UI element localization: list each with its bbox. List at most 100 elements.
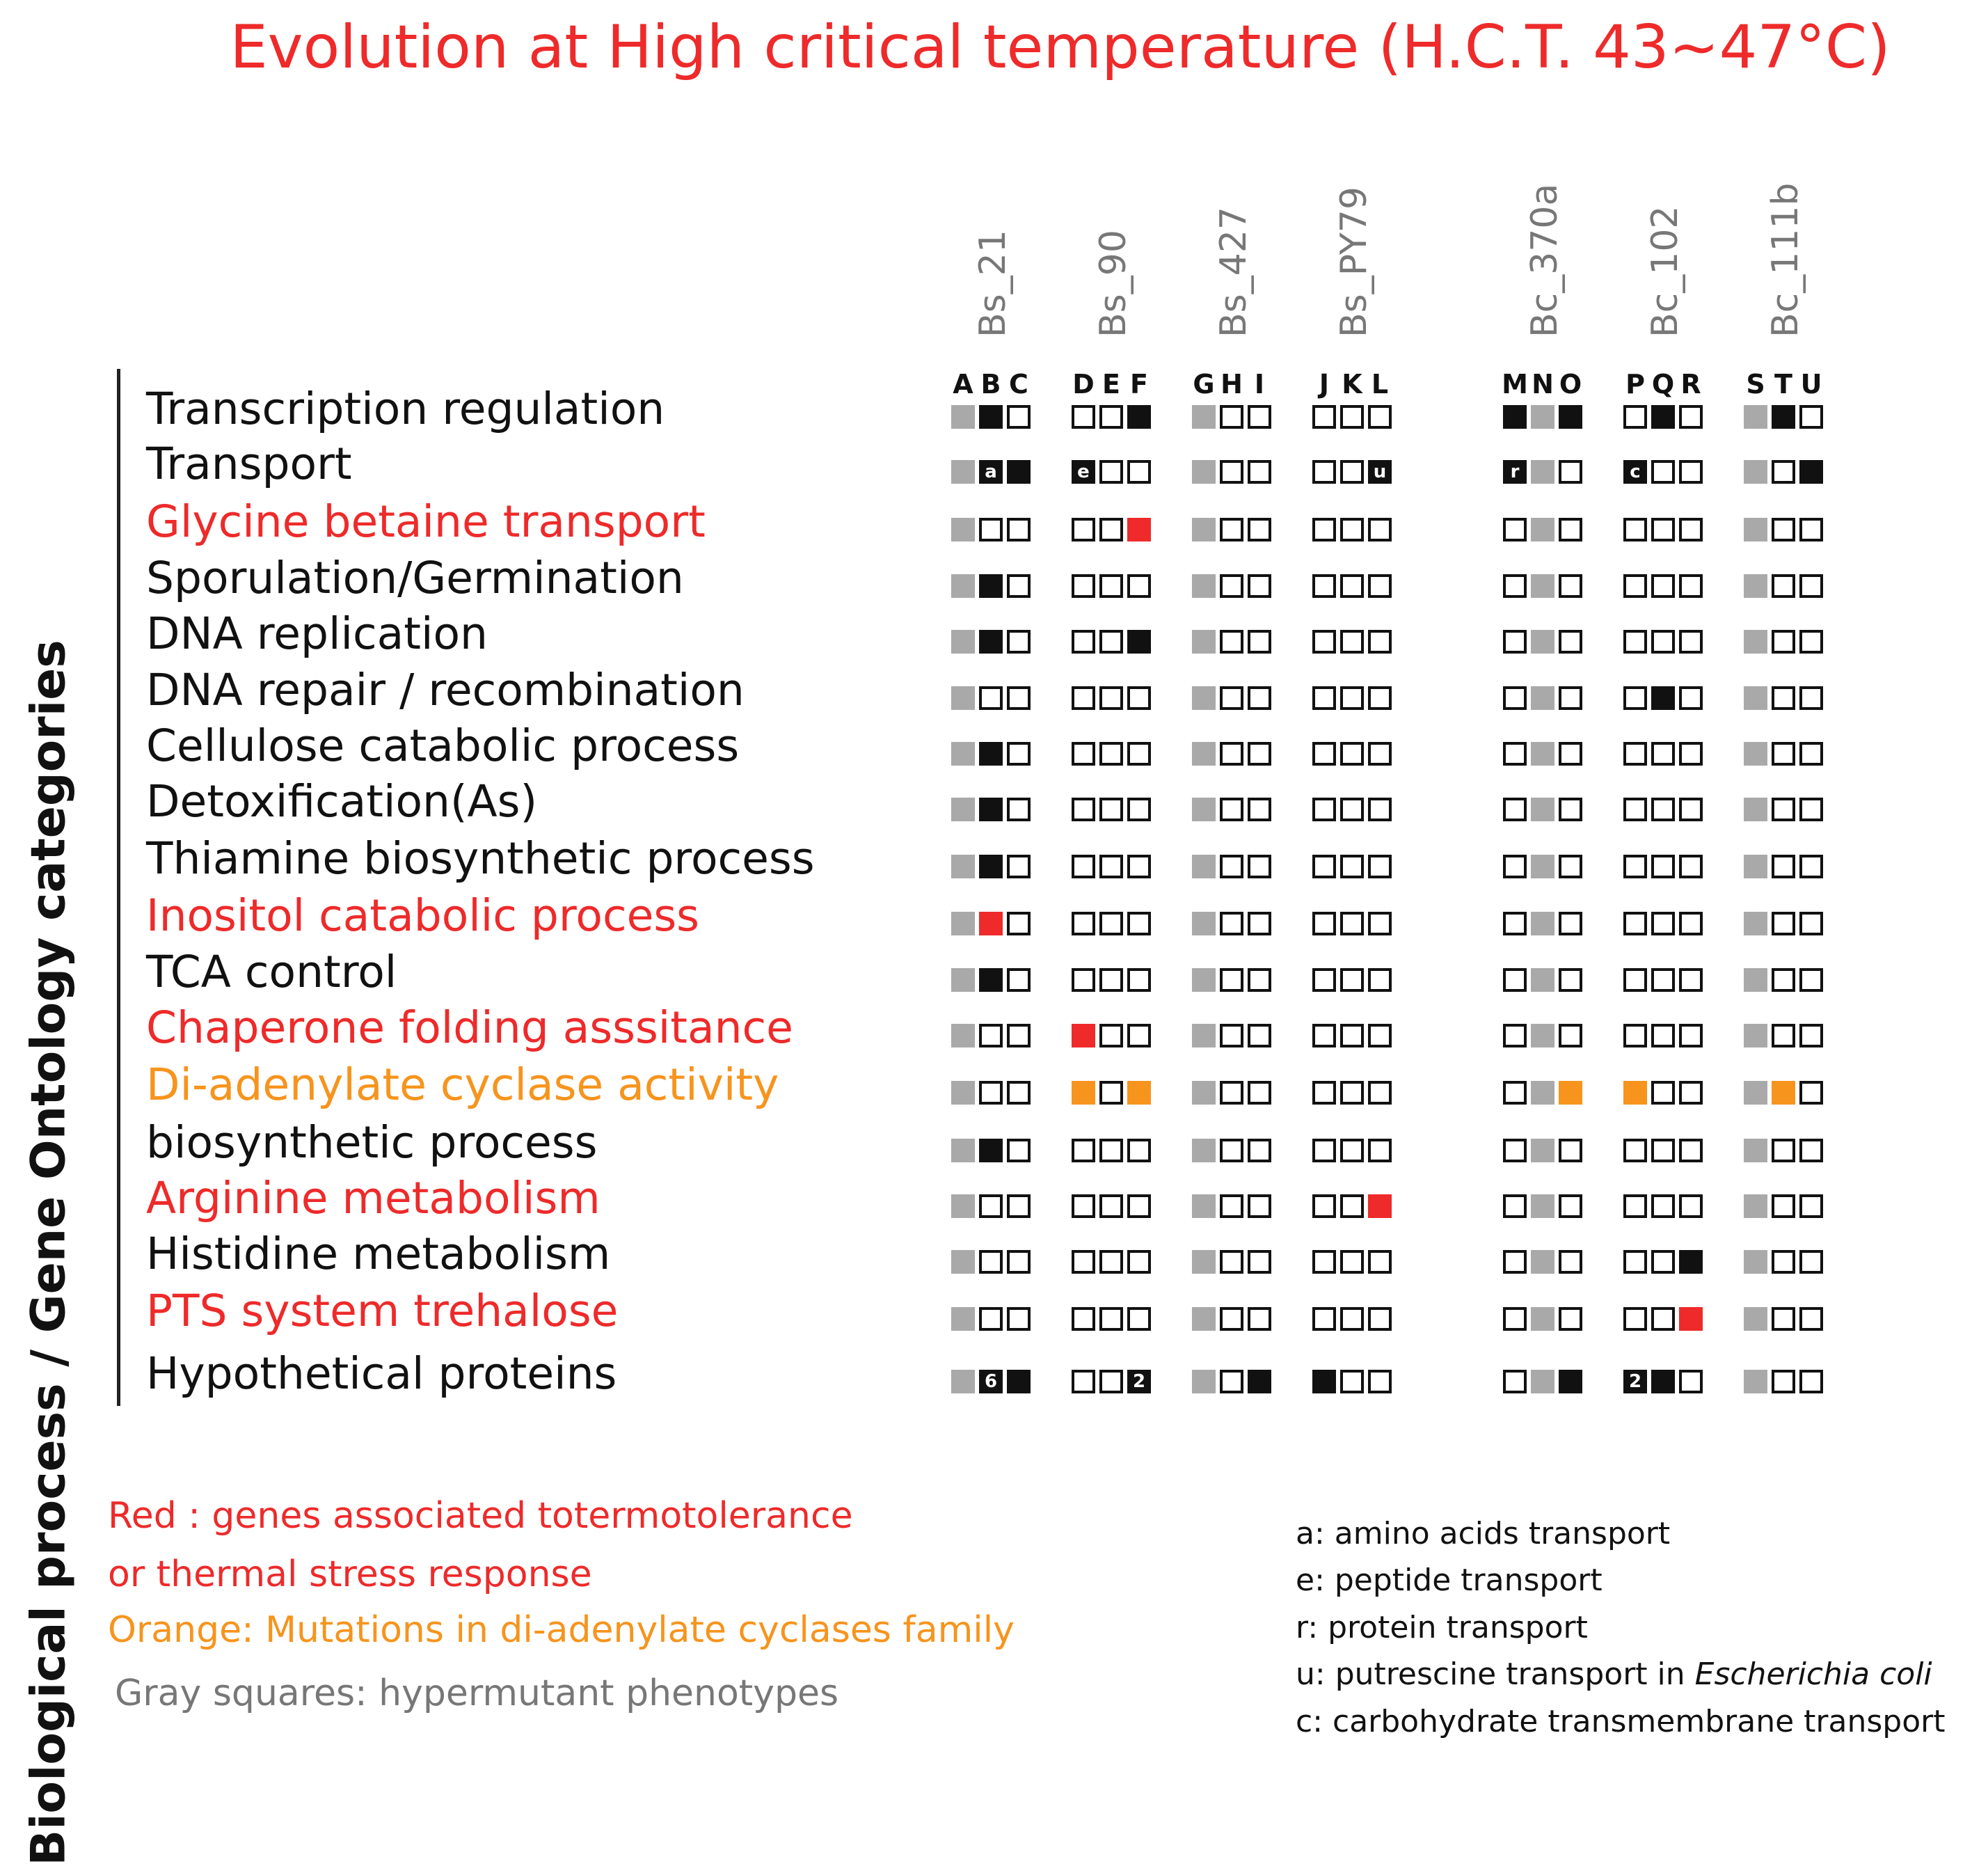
mutation-cell [1220,1139,1243,1162]
mutation-cell [1368,518,1392,541]
mutation-cell [1559,630,1582,654]
mutation-cell [979,1024,1003,1047]
category-label: Detoxification(As) [146,776,538,827]
mutation-cell [1799,1250,1823,1274]
note-text: u: putrescine transport in [1296,1657,1695,1692]
mutation-cell [1072,798,1095,821]
mutation-cell [1623,968,1647,992]
mutation-cell [1651,742,1675,766]
mutation-cell [1099,855,1123,878]
mutation-cell [1127,798,1151,821]
mutation-cell [1127,912,1151,935]
mutation-cell [1127,1139,1151,1162]
mutation-cell [1799,518,1823,541]
mutation-cell [1772,630,1795,654]
strain-label: Bc_370a [1524,183,1566,338]
mutation-cell [1799,912,1823,935]
mutation-cell [1312,742,1336,766]
category-label: Glycine betaine transport [146,496,706,547]
mutation-cell [1744,1307,1767,1331]
mutation-cell [1072,1081,1095,1105]
mutation-cell [1248,1250,1271,1274]
mutation-cell [1368,1307,1392,1331]
mutation-cell [1312,1370,1336,1393]
category-label: Sporulation/Germination [146,553,684,603]
mutation-cell [1799,798,1823,821]
category-label: Chaperone folding asssitance [146,1002,793,1053]
mutation-cell [1503,1024,1527,1047]
mutation-cell [1368,1250,1392,1274]
note-text: r: protein transport [1296,1610,1588,1645]
mutation-cell [1312,518,1336,541]
category-label: TCA control [146,947,397,997]
mutation-cell [1503,1139,1527,1162]
mutation-cell [1651,686,1675,710]
mutation-cell [951,686,975,710]
mutation-cell [1340,912,1364,935]
mutation-cell [1312,405,1336,429]
mutation-cell [1651,630,1675,654]
mutation-cell [1772,1307,1795,1331]
mutation-cell [1312,855,1336,878]
mutation-cell [1220,742,1243,766]
mutation-cell [1799,686,1823,710]
mutation-cell [1744,1250,1767,1274]
mutation-cell [1220,574,1243,598]
mutation-cell [1072,1139,1095,1162]
mutation-cell [951,630,975,654]
sample-letter: K [1342,369,1362,400]
mutation-cell [1192,798,1216,821]
mutation-cell [1340,1139,1364,1162]
mutation-cell [1368,1024,1392,1047]
mutation-cell [1007,1081,1031,1105]
mutation-cell [1651,1081,1675,1105]
mutation-cell [1744,1024,1767,1047]
mutation-cell [1799,1081,1823,1105]
mutation-cell [1503,1370,1527,1393]
mutation-cell [1559,460,1582,484]
mutation-cell [1531,798,1554,821]
mutation-cell [1623,630,1647,654]
mutation-cell [1503,968,1527,992]
mutation-cell [1503,1194,1527,1218]
mutation-cell [1772,1081,1795,1105]
mutation-cell [1072,518,1095,541]
mutation-cell [1220,855,1243,878]
mutation-cell [1099,912,1123,935]
mutation-cell [951,855,975,878]
mutation-cell [1368,630,1392,654]
sample-letter: N [1532,369,1554,400]
mutation-cell [1312,574,1336,598]
mutation-cell [1651,855,1675,878]
mutation-cell [1679,1081,1703,1105]
mutation-cell [1192,630,1216,654]
mutation-cell [1368,912,1392,935]
mutation-cell [951,1194,975,1218]
mutation-cell [1099,1024,1123,1047]
mutation-cell [979,1194,1003,1218]
mutation-cell [1679,460,1703,484]
figure-title: Evolution at High critical temperature (… [230,13,1891,82]
mutation-cell [951,405,975,429]
mutation-cell [1531,1081,1554,1105]
mutation-cell [1007,912,1031,935]
mutation-cell [1679,968,1703,992]
mutation-cell [979,518,1003,541]
strain-label: Bs_427 [1213,206,1255,338]
mutation-cell [1340,742,1364,766]
mutation-cell [1220,912,1243,935]
mutation-cell [1744,968,1767,992]
mutation-cell [1744,742,1767,766]
category-label: Inositol catabolic process [146,890,700,941]
strain-label: Bs_21 [972,230,1014,338]
mutation-cell [1559,574,1582,598]
mutation-cell [1623,1139,1647,1162]
category-label: Arginine metabolism [146,1173,601,1224]
mutation-cell [1340,518,1364,541]
mutation-cell [1192,405,1216,429]
note-item: a: amino acids transport [1296,1516,1670,1551]
mutation-cell [1651,518,1675,541]
mutation-cell [1248,630,1271,654]
category-label: Di-adenylate cyclase activity [146,1059,779,1110]
mutation-cell [1007,686,1031,710]
